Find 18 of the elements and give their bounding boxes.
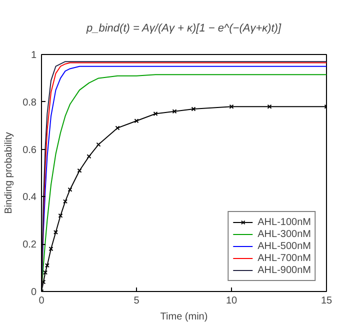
legend-label: AHL-100nM — [258, 216, 311, 228]
x-tick-label: 0 — [38, 296, 45, 306]
y-axis-title: Binding probability — [4, 132, 15, 214]
y-tick-label: 0 — [30, 287, 37, 298]
legend-label: AHL-500nM — [258, 240, 311, 252]
y-tick-label: 0.6 — [22, 144, 37, 156]
y-tick-label: 0.8 — [22, 97, 37, 108]
y-tick-label: 0.4 — [22, 192, 37, 204]
x-tick-label: 5 — [134, 296, 140, 306]
legend-label: AHL-700nM — [258, 252, 311, 264]
x-tick-label: 10 — [226, 296, 238, 306]
y-tick-label: 1 — [30, 50, 37, 61]
legend-label: AHL-900nM — [258, 264, 311, 276]
x-tick-label: 15 — [320, 296, 332, 306]
x-axis-title: Time (min) — [160, 312, 208, 322]
y-tick-label: 0.2 — [22, 240, 37, 251]
legend-label: AHL-300nM — [258, 228, 311, 240]
text: p_bind(t) = Aγ/(Aγ + κ)[1 − e^(−(Aγ+κ)t)] — [86, 22, 282, 34]
